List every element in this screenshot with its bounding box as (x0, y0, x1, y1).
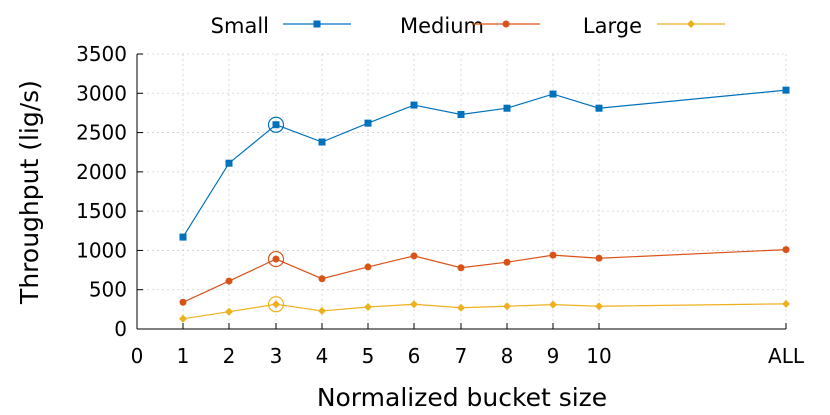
point-small-10 (595, 104, 603, 112)
x-axis-title: Normalized bucket size (317, 383, 607, 412)
point-medium-7 (457, 264, 465, 272)
point-small-8 (503, 104, 511, 112)
point-medium-3 (272, 255, 280, 263)
series-large (179, 296, 790, 323)
x-tick-label-all: ALL (768, 344, 805, 368)
point-large-10 (595, 302, 603, 311)
legend-label-large: Large (583, 14, 642, 38)
y-tick-label-1000: 1000 (76, 238, 127, 262)
legend-marker-small (313, 20, 321, 28)
axes: 0 500 1000 1500 2000 2500 3000 3500 0 1 2 3 4 5 6 7 8 9 10… (76, 42, 805, 368)
point-large-3 (272, 300, 280, 309)
x-tick-label-7: 7 (455, 344, 468, 368)
x-tick-label-2: 2 (223, 344, 236, 368)
x-tick-label-10: 10 (586, 344, 611, 368)
point-large-9 (549, 300, 557, 309)
point-large-6 (410, 300, 418, 309)
y-tick-label-2000: 2000 (76, 160, 127, 184)
x-tick-label-9: 9 (547, 344, 560, 368)
point-medium-10 (595, 254, 603, 262)
point-medium-5 (364, 263, 372, 271)
y-tick-label-0: 0 (114, 317, 127, 341)
legend: Small Medium Large (211, 14, 725, 38)
series-small (179, 86, 790, 241)
point-large-1 (179, 314, 187, 323)
y-tick-label-500: 500 (89, 278, 127, 302)
series-line-small (182, 89, 787, 238)
point-small-5 (364, 119, 372, 127)
point-small-1 (179, 233, 187, 241)
point-medium-9 (549, 251, 557, 259)
point-small-7 (457, 111, 465, 118)
point-small-6 (410, 101, 418, 109)
x-tick-label-6: 6 (408, 344, 421, 368)
point-small-3 (272, 121, 280, 129)
legend-label-medium: Medium (400, 14, 484, 38)
highlight-ring-large-3 (267, 296, 285, 313)
series-layer (179, 86, 790, 323)
point-medium-4 (318, 275, 326, 283)
y-tick-label-1500: 1500 (76, 199, 127, 223)
series-medium (179, 246, 790, 306)
point-small-all (782, 86, 790, 94)
grid-lines (136, 53, 787, 330)
x-tick-label-8: 8 (501, 344, 514, 368)
y-tick-label-3000: 3000 (76, 81, 127, 105)
point-medium-all (782, 246, 790, 254)
point-large-all (782, 299, 790, 308)
highlight-ring-medium-3 (267, 250, 285, 268)
point-small-9 (549, 90, 557, 98)
x-tick-label-0: 0 (131, 344, 144, 368)
point-large-8 (503, 302, 511, 311)
point-small-2 (225, 159, 233, 167)
y-axis-title: Throughput (lig/s) (15, 80, 44, 305)
x-tick-label-4: 4 (316, 344, 329, 368)
point-large-2 (225, 307, 233, 316)
x-tick-label-1: 1 (177, 344, 190, 368)
legend-marker-large (687, 20, 695, 28)
point-medium-6 (410, 252, 418, 260)
legend-marker-medium (502, 20, 510, 28)
y-tick-label-2500: 2500 (76, 121, 127, 145)
point-large-7 (457, 303, 465, 312)
point-small-4 (318, 138, 326, 146)
point-medium-2 (225, 277, 233, 285)
point-large-5 (364, 303, 372, 311)
point-medium-8 (503, 258, 511, 266)
point-large-4 (318, 306, 326, 315)
point-medium-1 (179, 298, 187, 306)
y-tick-label-3500: 3500 (76, 42, 127, 66)
highlight-ring-small-3 (267, 116, 285, 133)
legend-label-small: Small (211, 14, 269, 38)
x-tick-label-3: 3 (270, 344, 283, 368)
x-tick-label-5: 5 (362, 344, 375, 368)
